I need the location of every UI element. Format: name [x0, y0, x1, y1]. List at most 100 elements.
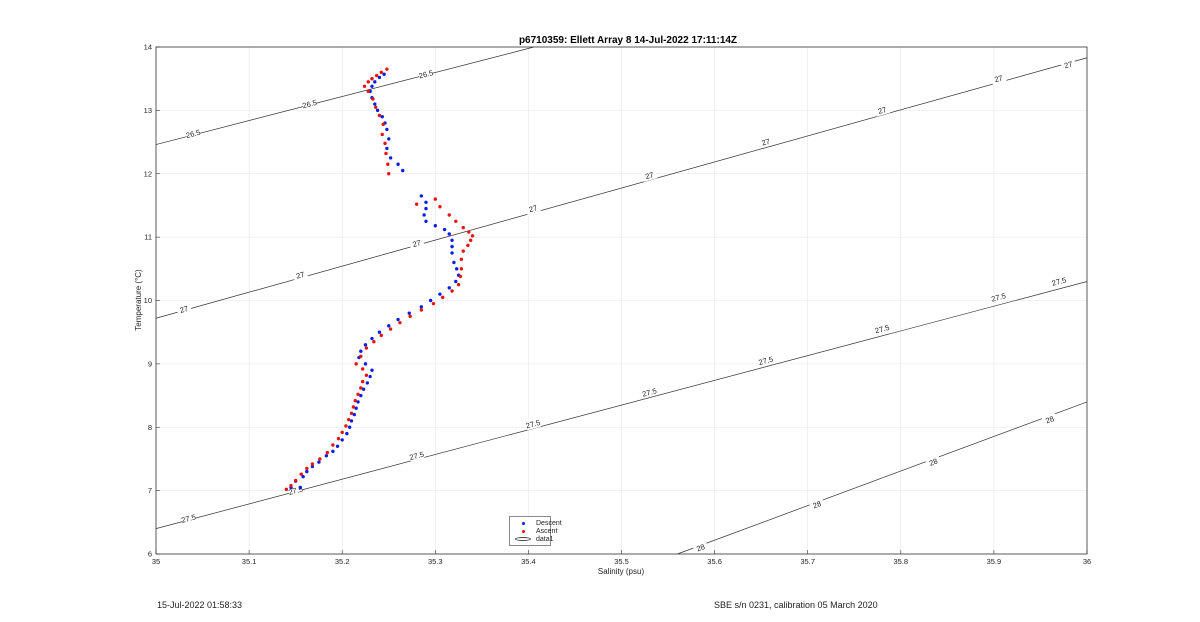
contour-label: 27 [295, 270, 305, 281]
x-tick-label: 35.3 [428, 557, 443, 566]
contour-label: 27 [993, 73, 1003, 84]
ascent-point [379, 70, 384, 75]
calibration-footer: SBE s/n 0231, calibration 05 March 2020 [714, 600, 878, 610]
x-tick-label: 35.5 [614, 557, 629, 566]
contour-line-27-5 [155, 281, 1088, 529]
ascent-point [293, 478, 298, 483]
ascent-point [385, 67, 389, 71]
descent-point [447, 286, 451, 290]
descent-point [359, 349, 363, 353]
ascent-point [431, 301, 436, 306]
legend-contour-icon [515, 537, 531, 541]
descent-point [317, 460, 321, 464]
ascent-point [458, 274, 463, 279]
contour-label-bg [874, 104, 891, 117]
ascent-point [289, 483, 293, 488]
x-tick-label: 35.2 [335, 557, 350, 566]
descent-point [385, 127, 389, 132]
contour-label-bg [175, 303, 192, 316]
ascent-point [384, 151, 388, 156]
ascent-point [377, 113, 382, 118]
chart-title: p6710359: Ellett Array 8 14-Jul-2022 17:… [519, 35, 737, 46]
descent-point [370, 84, 374, 88]
descent-point [354, 406, 358, 410]
x-tick-label: 35 [152, 557, 160, 566]
descent-point [396, 317, 400, 322]
descent-point [301, 474, 305, 479]
x-tick-label: 35.4 [521, 557, 536, 566]
ascent-point [454, 219, 458, 223]
descent-point [447, 232, 451, 236]
contour-label-bg [180, 512, 197, 525]
descent-point [452, 260, 456, 265]
ascent-point [470, 234, 475, 238]
contour-label: 27 [877, 105, 887, 116]
x-tick-label: 35.7 [800, 557, 815, 566]
contour-label: 27 [644, 170, 654, 181]
ascent-point [360, 367, 365, 371]
contour-label-bg [990, 72, 1007, 85]
contour-label-bg [808, 497, 826, 512]
descent-point [356, 400, 360, 404]
ascent-point [372, 339, 376, 344]
ascent-point [388, 327, 393, 331]
y-tick-label: 8 [148, 423, 152, 432]
contour-label: 27.5 [641, 386, 657, 398]
y-tick-label: 9 [148, 359, 152, 368]
contour-label-bg [990, 291, 1007, 304]
contour-line-26-5 [155, 46, 535, 145]
descent-point [377, 75, 382, 80]
descent-point [442, 227, 447, 232]
descent-point [310, 464, 315, 469]
descent-point [387, 324, 391, 328]
ascent-point [398, 320, 402, 325]
axis-ticks: 35 35.1 35.2 35.3 35.4 35.5 35.6 35.7 35.8 35.9 36… [144, 43, 1092, 567]
contour-label-bg [874, 322, 891, 336]
descent-point [298, 485, 303, 490]
ascent-point [438, 205, 442, 209]
descent-point [380, 115, 384, 119]
contour-label: 27 [1063, 59, 1073, 70]
descent-point [352, 412, 357, 417]
descent-point [419, 305, 424, 309]
ascent-point [433, 197, 437, 201]
descent-point [305, 469, 309, 474]
ascent-point [284, 487, 289, 492]
y-tick-label: 13 [144, 106, 152, 115]
legend-marker-ascent [521, 529, 525, 533]
descent-point [345, 431, 349, 436]
descent-point [428, 298, 433, 303]
descent-point [424, 200, 428, 204]
contour-label: 27 [179, 304, 189, 315]
contour-label: 27 [761, 137, 771, 148]
contour-label: 28 [695, 542, 706, 553]
ascent-point [386, 162, 390, 166]
x-tick-label: 36 [1083, 557, 1091, 566]
descent-point [387, 137, 391, 141]
descent-point [347, 425, 352, 429]
ascent-point [340, 430, 344, 435]
x-axis-label: Salinity (psu) [598, 567, 645, 576]
ascent-point [349, 411, 354, 416]
contour-label-bg [757, 135, 774, 149]
ascent-point [441, 295, 445, 300]
descent-point [370, 336, 374, 341]
ascent-point [299, 472, 303, 476]
ascent-point [380, 132, 384, 137]
contour-label: 26.5 [418, 68, 434, 80]
descent-point [438, 292, 442, 296]
ascent-point [461, 249, 465, 253]
x-tick-label: 35.6 [707, 557, 722, 566]
ascent-point [347, 417, 351, 422]
ascent-point [466, 243, 470, 248]
contour-label: 27 [528, 203, 538, 214]
ascent-point [447, 213, 451, 217]
ascent-point [414, 202, 419, 206]
descent-point [450, 244, 454, 249]
contour-label-bg [408, 449, 425, 462]
ascent-point [351, 405, 356, 409]
contour-label-bg [525, 202, 542, 215]
ascent-point [408, 314, 412, 319]
ascent-point [450, 289, 454, 293]
